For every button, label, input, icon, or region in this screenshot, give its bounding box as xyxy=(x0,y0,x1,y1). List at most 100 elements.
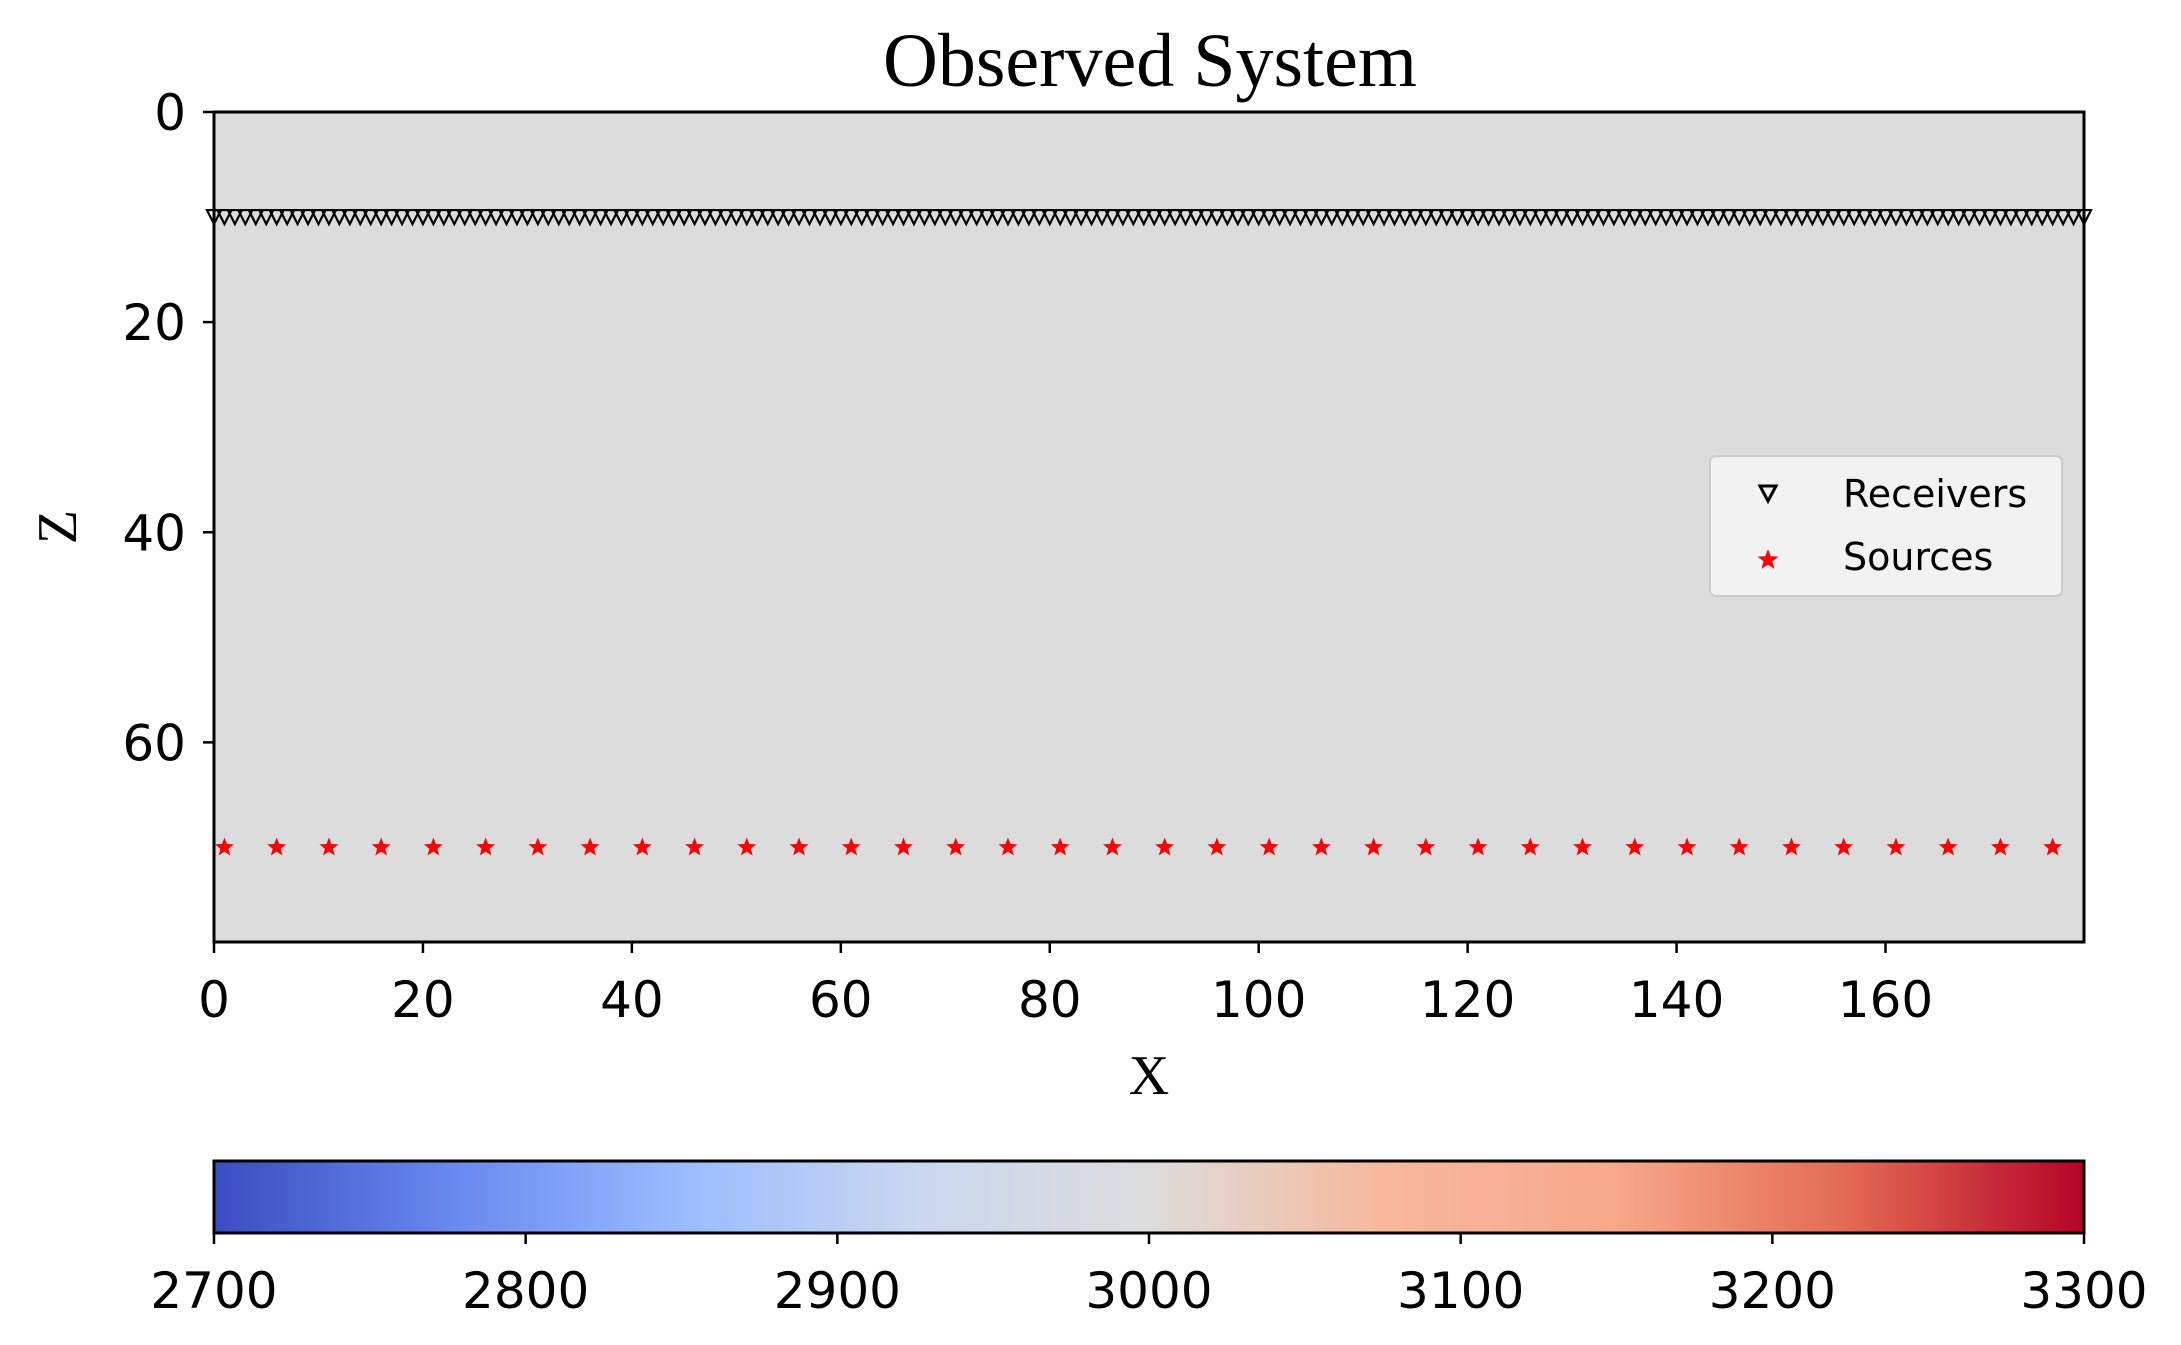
receiver-marker xyxy=(842,208,861,227)
receiver-marker xyxy=(1688,208,1707,227)
colorbar-ticks: 2700 2800 2900 3000 3100 3200 3300 xyxy=(150,1233,2148,1320)
receiver-marker xyxy=(581,208,599,227)
source-marker xyxy=(214,837,234,856)
receiver-marker xyxy=(1479,208,1498,227)
receiver-marker xyxy=(1678,208,1696,227)
x-tick-label: 120 xyxy=(1420,971,1515,1029)
receiver-marker xyxy=(1124,208,1143,227)
receiver-marker xyxy=(1281,208,1299,227)
receiver-marker xyxy=(1511,208,1529,227)
receiver-marker xyxy=(873,208,892,227)
receiver-marker xyxy=(1730,208,1749,227)
x-axis: 0 20 40 60 80 100 120 140 160 xyxy=(198,942,1933,1029)
receiver-marker xyxy=(1270,208,1289,227)
receiver-marker xyxy=(215,208,234,227)
sources-series xyxy=(214,837,2063,856)
receiver-marker xyxy=(1782,208,1801,227)
receiver-marker xyxy=(1615,208,1634,227)
receiver-marker xyxy=(1897,208,1916,227)
receiver-marker xyxy=(2064,208,2083,227)
receiver-marker xyxy=(518,208,537,227)
receiver-marker xyxy=(1531,208,1550,227)
receiver-marker xyxy=(1051,208,1069,227)
receiver-marker xyxy=(1646,208,1665,227)
colorbar: 2700 2800 2900 3000 3100 3200 3300 xyxy=(150,1159,2148,1320)
receiver-marker xyxy=(2043,208,2062,227)
receiver-marker xyxy=(988,208,1007,227)
receiver-marker xyxy=(1448,208,1466,227)
source-marker xyxy=(893,837,914,856)
receiver-marker xyxy=(1887,208,1905,227)
source-marker xyxy=(1416,837,1436,856)
receiver-marker xyxy=(1437,208,1456,227)
receiver-marker xyxy=(1636,208,1655,227)
source-marker xyxy=(1520,837,1540,856)
receiver-marker xyxy=(1751,208,1769,227)
receiver-marker xyxy=(1291,208,1310,227)
receiver-marker xyxy=(424,208,443,227)
receiver-marker xyxy=(351,208,370,227)
receiver-marker xyxy=(1323,208,1341,227)
source-marker xyxy=(1207,837,1227,856)
receiver-marker xyxy=(1030,208,1049,227)
source-marker xyxy=(1781,837,1801,856)
receiver-marker xyxy=(706,208,725,227)
receiver-marker xyxy=(1208,208,1226,227)
receiver-marker xyxy=(1218,208,1237,227)
receiver-marker xyxy=(1803,208,1822,227)
receiver-marker xyxy=(1834,208,1853,227)
legend-sources-label: Sources xyxy=(1843,535,1993,579)
legend: Receivers Sources xyxy=(1709,455,2063,597)
receiver-marker xyxy=(1176,208,1195,227)
receiver-marker xyxy=(570,208,589,227)
receiver-marker xyxy=(643,208,662,227)
colorbar-tick-label: 3300 xyxy=(2020,1262,2147,1320)
source-marker xyxy=(998,837,1018,856)
receiver-marker xyxy=(257,208,276,227)
receiver-marker xyxy=(1793,208,1811,227)
receiver-marker xyxy=(320,208,338,227)
receiver-marker xyxy=(1939,208,1957,227)
receiver-marker xyxy=(1166,208,1184,227)
source-marker xyxy=(1102,837,1122,856)
receiver-marker xyxy=(539,208,558,227)
colorbar-tick-label: 2700 xyxy=(150,1262,277,1320)
receiver-marker xyxy=(602,208,620,227)
source-marker xyxy=(1155,837,1175,856)
receiver-marker xyxy=(654,208,672,227)
legend-source-marker xyxy=(1757,549,1779,569)
receiver-marker xyxy=(1657,208,1675,227)
receiver-marker xyxy=(288,208,307,227)
receiver-marker xyxy=(946,208,965,227)
receiver-marker xyxy=(727,208,746,227)
source-marker xyxy=(1990,837,2010,856)
receiver-marker xyxy=(487,208,505,227)
source-marker xyxy=(789,837,809,856)
receiver-marker xyxy=(1155,208,1174,227)
receiver-marker xyxy=(1949,208,1968,227)
receiver-marker xyxy=(1406,208,1425,227)
receiver-marker xyxy=(1385,208,1404,227)
y-tick-label: 20 xyxy=(122,294,186,352)
y-tick-label: 60 xyxy=(122,714,186,772)
receiver-marker xyxy=(1605,208,1623,227)
receiver-marker xyxy=(508,208,526,227)
receiver-marker xyxy=(936,208,955,227)
receiver-marker xyxy=(999,208,1017,227)
receiver-marker xyxy=(1082,208,1101,227)
source-marker xyxy=(1886,837,1906,856)
receiver-marker xyxy=(738,208,756,227)
chart-title: Observed System xyxy=(883,19,1417,103)
y-axis: 0 20 40 60 xyxy=(122,84,214,772)
receiver-marker xyxy=(1709,208,1728,227)
receiver-marker xyxy=(685,208,704,227)
receiver-marker xyxy=(957,208,975,227)
receiver-marker xyxy=(1542,208,1560,227)
receiver-marker xyxy=(1093,208,1111,227)
source-marker xyxy=(1729,837,1749,856)
receiver-marker xyxy=(1417,208,1435,227)
receiver-marker xyxy=(466,208,484,227)
receiver-marker xyxy=(414,208,432,227)
receiver-marker xyxy=(2002,208,2020,227)
receiver-marker xyxy=(1375,208,1393,227)
